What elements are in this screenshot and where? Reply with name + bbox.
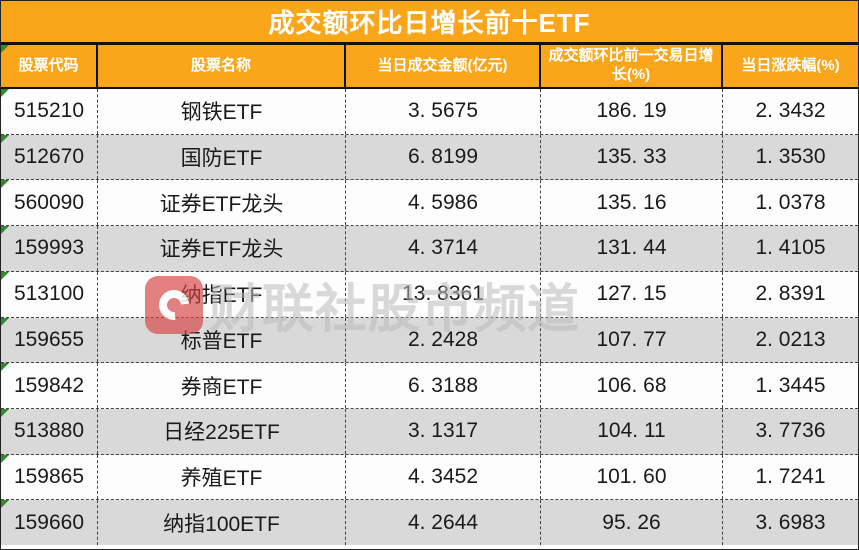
change-cell: 1. 3445	[755, 373, 826, 397]
stock-name-cell: 国防ETF	[98, 134, 346, 180]
stock-name-cell: 日经225ETF	[98, 408, 346, 454]
turnover-cell: 6. 8199	[346, 134, 541, 180]
change-cell: 2. 0213	[755, 327, 826, 351]
table-row: 512670 国防ETF 6. 8199 135. 33 1. 3530	[1, 134, 858, 181]
stock-code-cell: 159993	[1, 226, 98, 271]
change-cell: 3. 7736	[755, 419, 826, 443]
stock-name-cell: 证券ETF龙头	[98, 226, 346, 271]
growth-cell: 104. 11	[541, 408, 723, 454]
growth-cell: 127. 15	[541, 271, 723, 317]
table-row: 159655 标普ETF 2. 2428 107. 77 2. 0213	[1, 317, 858, 364]
stock-name-cell: 券商ETF	[98, 363, 346, 408]
turnover-cell: 2. 2428	[346, 317, 541, 363]
growth-cell: 186. 19	[541, 89, 723, 134]
turnover-cell: 4. 3452	[346, 454, 541, 500]
text-format-marker-icon	[1, 180, 9, 189]
stock-name-cell: 纳指100ETF	[98, 500, 346, 546]
stock-code-cell: 159655	[1, 317, 98, 363]
stock-code-cell: 515210	[1, 89, 98, 134]
stock-code-cell: 159842	[1, 363, 98, 408]
growth-cell: 135. 16	[541, 180, 723, 226]
text-format-marker-icon	[1, 408, 9, 417]
text-format-marker-icon	[1, 45, 9, 53]
turnover-cell: 6. 3188	[346, 363, 541, 408]
table-row: 515210 钢铁ETF 3. 5675 186. 19 2. 3432	[1, 89, 858, 135]
turnover-cell: 4. 3714	[346, 226, 541, 271]
growth-cell: 106. 68	[541, 363, 723, 408]
stock-name-cell: 标普ETF	[98, 317, 346, 363]
header-turnover-growth: 成交额环比前一交易日增长(%)	[541, 45, 723, 87]
table-row: 513100 纳指ETF 13. 8361 127. 15 2. 8391	[1, 271, 858, 318]
text-format-marker-icon	[1, 317, 9, 326]
change-cell: 2. 3432	[755, 99, 826, 123]
growth-cell: 107. 77	[541, 317, 723, 363]
stock-code-cell: 560090	[1, 180, 98, 226]
turnover-cell: 3. 1317	[346, 408, 541, 454]
change-cell: 1. 4105	[755, 236, 826, 260]
change-cell: 1. 3530	[755, 145, 826, 169]
header-stock-code: 股票代码	[1, 45, 98, 87]
header-daily-change: 当日涨跌幅(%)	[741, 56, 840, 74]
table-row: 159865 养殖ETF 4. 3452 101. 60 1. 7241	[1, 454, 858, 501]
stock-name-cell: 证券ETF龙头	[98, 180, 346, 226]
text-format-marker-icon	[1, 89, 9, 97]
text-format-marker-icon	[1, 271, 9, 280]
table-title-bar: 成交额环比日增长前十ETF	[1, 1, 858, 45]
header-stock-name: 股票名称	[98, 45, 346, 87]
turnover-cell: 4. 2644	[346, 500, 541, 546]
stock-name-cell: 养殖ETF	[98, 454, 346, 500]
growth-cell: 131. 44	[541, 226, 723, 271]
stock-code-cell: 512670	[1, 134, 98, 180]
stock-code-cell: 513880	[1, 408, 98, 454]
turnover-cell: 4. 5986	[346, 180, 541, 226]
change-cell: 3. 6983	[755, 510, 826, 534]
turnover-cell: 3. 5675	[346, 89, 541, 134]
header-daily-turnover: 当日成交金额(亿元)	[346, 45, 541, 87]
table-row: 159660 纳指100ETF 4. 2644 95. 26 3. 6983	[1, 500, 858, 546]
table-row: 513880 日经225ETF 3. 1317 104. 11 3. 7736	[1, 408, 858, 455]
table-row: 560090 证券ETF龙头 4. 5986 135. 16 1. 0378	[1, 180, 858, 227]
table-row: 159993 证券ETF龙头 4. 3714 131. 44 1. 4105	[1, 226, 858, 272]
growth-cell: 101. 60	[541, 454, 723, 500]
text-format-marker-icon	[1, 226, 9, 235]
stock-code-cell: 159660	[1, 500, 98, 546]
table-title: 成交额环比日增长前十ETF	[268, 8, 591, 38]
stock-code-cell: 513100	[1, 271, 98, 317]
growth-cell: 135. 33	[541, 134, 723, 180]
change-cell: 1. 7241	[755, 464, 826, 488]
stock-code-cell: 159865	[1, 454, 98, 500]
text-format-marker-icon	[1, 500, 9, 509]
table-body: 515210 钢铁ETF 3. 5675 186. 19 2. 3432 512…	[1, 89, 858, 546]
text-format-marker-icon	[1, 454, 9, 463]
header-row: 股票代码 股票名称 当日成交金额(亿元) 成交额环比前一交易日增长(%) 当日涨…	[1, 45, 858, 89]
growth-cell: 95. 26	[541, 500, 723, 546]
text-format-marker-icon	[1, 134, 9, 143]
stock-name-cell: 纳指ETF	[98, 271, 346, 317]
change-cell: 1. 0378	[755, 190, 826, 214]
change-cell: 2. 8391	[755, 282, 826, 306]
stock-name-cell: 钢铁ETF	[98, 89, 346, 134]
turnover-cell: 13. 8361	[346, 271, 541, 317]
table-row: 159842 券商ETF 6. 3188 106. 68 1. 3445	[1, 363, 858, 409]
text-format-marker-icon	[1, 363, 9, 372]
